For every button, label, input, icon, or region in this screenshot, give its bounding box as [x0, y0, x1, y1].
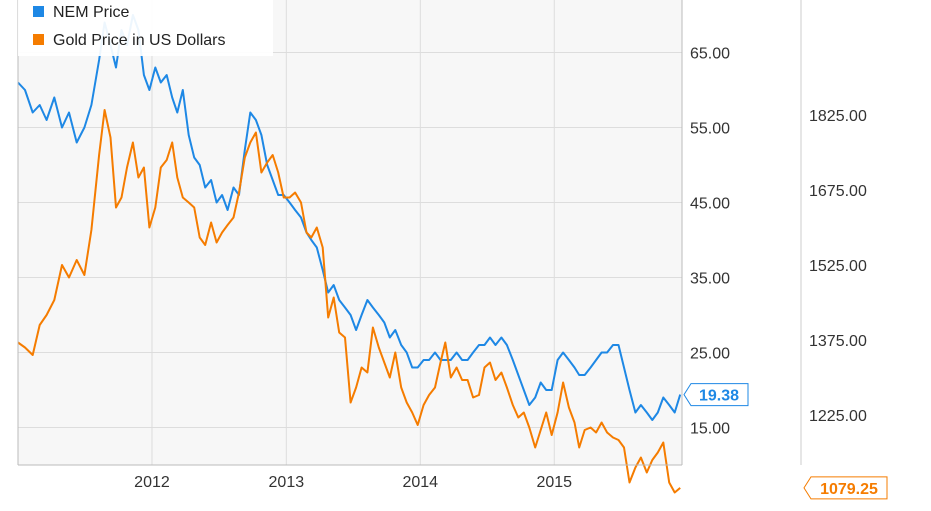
y-tick-right: 1225.00 — [809, 408, 867, 425]
series-line-0 — [17, 14, 682, 421]
y-tick-right: 1675.00 — [809, 183, 867, 200]
y-tick-left: 45.00 — [690, 196, 730, 213]
series-line-1 — [17, 109, 681, 494]
grid-lines — [18, 0, 682, 465]
legend-label-1: Gold Price in US Dollars — [53, 32, 226, 49]
y-tick-right: 1375.00 — [809, 333, 867, 350]
legend: NEM Price Gold Price in US Dollars — [18, 0, 273, 56]
nem-last-value-label: 19.38 — [699, 388, 739, 405]
x-tick: 2013 — [269, 474, 305, 491]
axis-layer: 15.00 25.00 35.00 45.00 55.00 65.00 1225.00 137… — [17, 0, 867, 491]
legend-box — [18, 0, 273, 56]
gold-last-value-label: 1079.25 — [820, 481, 878, 498]
y-tick-right: 1825.00 — [809, 108, 867, 125]
nem-last-value-box — [683, 383, 749, 407]
y-tick-right: 1525.00 — [809, 258, 867, 275]
y-tick-left: 65.00 — [690, 46, 730, 63]
y-tick-left: 25.00 — [690, 346, 730, 363]
y-tick-left: 15.00 — [690, 421, 730, 438]
x-tick: 2015 — [536, 474, 572, 491]
gold-last-value-box — [803, 476, 888, 500]
legend-swatch-0 — [33, 6, 44, 17]
legend-swatch-1 — [33, 34, 44, 45]
end-labels: 19.38 1079.25 — [683, 383, 888, 500]
legend-label-0: NEM Price — [53, 4, 130, 21]
y-tick-left: 55.00 — [690, 121, 730, 138]
series-layer — [17, 14, 682, 494]
x-tick: 2014 — [402, 474, 438, 491]
x-tick: 2012 — [134, 474, 170, 491]
y-tick-left: 35.00 — [690, 271, 730, 288]
